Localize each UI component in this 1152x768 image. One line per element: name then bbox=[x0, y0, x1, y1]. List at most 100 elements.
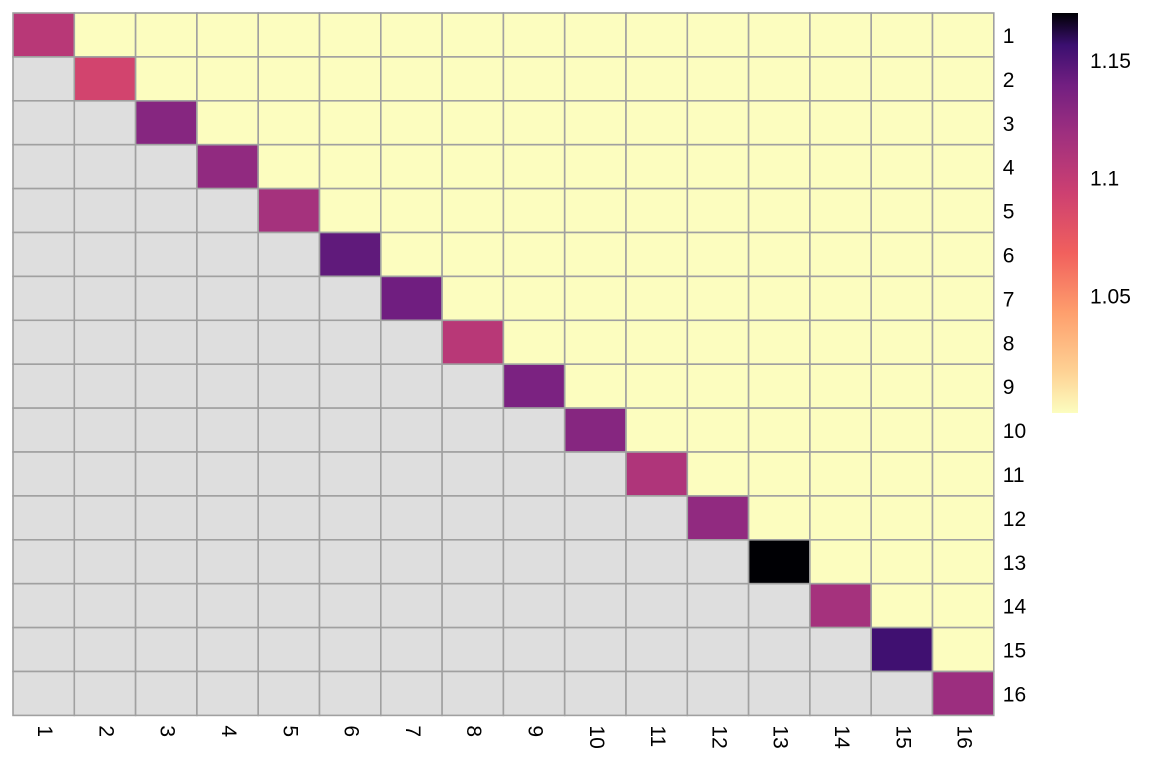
heatmap-cell-empty bbox=[257, 407, 321, 453]
heatmap-cell-upper bbox=[870, 143, 934, 190]
heatmap-cell-upper bbox=[870, 495, 934, 541]
heatmap-cell-upper bbox=[870, 12, 934, 58]
heatmap-cell-upper bbox=[625, 100, 689, 146]
heatmap-cell-upper bbox=[625, 407, 689, 453]
heatmap-cell-empty bbox=[502, 626, 566, 673]
heatmap-cell-diagonal bbox=[196, 143, 259, 190]
column-label: 1 bbox=[33, 725, 56, 737]
column-label: 16 bbox=[953, 725, 976, 748]
heatmap-cell-upper bbox=[747, 12, 811, 58]
heatmap-cell-upper bbox=[441, 187, 505, 234]
heatmap-cell-empty bbox=[686, 670, 750, 717]
heatmap-cell-upper bbox=[563, 12, 627, 58]
heatmap-cell-empty bbox=[747, 670, 811, 717]
heatmap-cell-empty bbox=[73, 187, 137, 234]
heatmap-cell-empty bbox=[318, 363, 382, 409]
heatmap-cell-upper bbox=[809, 495, 873, 541]
heatmap-cell-upper bbox=[196, 100, 259, 146]
heatmap-cell-upper bbox=[257, 12, 321, 58]
heatmap-cell-upper bbox=[870, 231, 934, 278]
row-label: 11 bbox=[1003, 464, 1025, 487]
heatmap-cell-empty bbox=[563, 495, 627, 541]
heatmap-cell-upper bbox=[73, 12, 137, 58]
heatmap-cell-upper bbox=[747, 319, 811, 365]
heatmap-cell-upper bbox=[870, 538, 934, 585]
heatmap-cell-empty bbox=[379, 670, 443, 717]
heatmap-cell-empty bbox=[134, 626, 198, 673]
heatmap-cell-empty bbox=[625, 626, 689, 673]
heatmap-cell-upper bbox=[931, 582, 995, 629]
heatmap-cell-upper bbox=[379, 12, 443, 58]
heatmap-cell-upper bbox=[502, 100, 566, 146]
column-label: 14 bbox=[830, 725, 853, 749]
heatmap-cell-upper bbox=[747, 451, 811, 497]
heatmap-cell-empty bbox=[196, 538, 259, 585]
heatmap-cell-upper bbox=[931, 495, 995, 541]
heatmap-cell-empty bbox=[196, 319, 259, 365]
heatmap-cell-empty bbox=[625, 495, 689, 541]
row-label: 16 bbox=[1003, 683, 1026, 706]
heatmap-cell-empty bbox=[379, 451, 443, 497]
heatmap-cell-empty bbox=[73, 100, 137, 146]
heatmap-cell-empty bbox=[134, 495, 198, 541]
heatmap-cell-empty bbox=[441, 670, 505, 717]
heatmap-cell-empty bbox=[257, 319, 321, 365]
row-label: 5 bbox=[1003, 201, 1015, 224]
heatmap-cell-upper bbox=[379, 100, 443, 146]
heatmap-cell-empty bbox=[73, 626, 137, 673]
heatmap-cell-empty bbox=[257, 275, 321, 322]
heatmap-cell-empty bbox=[73, 670, 137, 717]
heatmap-cell-upper bbox=[809, 363, 873, 409]
heatmap-cell-empty bbox=[625, 582, 689, 629]
heatmap-cell-empty bbox=[318, 451, 382, 497]
heatmap-cell-empty bbox=[73, 319, 137, 365]
heatmap-cell-upper bbox=[686, 143, 750, 190]
heatmap-cell-empty bbox=[318, 538, 382, 585]
heatmap-cell-upper bbox=[502, 12, 566, 58]
heatmap-cell-diagonal bbox=[73, 56, 137, 102]
heatmap-cell-upper bbox=[809, 231, 873, 278]
heatmap-cell-upper bbox=[318, 100, 382, 146]
heatmap-cell-upper bbox=[563, 100, 627, 146]
heatmap-cell-empty bbox=[686, 582, 750, 629]
heatmap-cell-upper bbox=[809, 12, 873, 58]
row-label: 3 bbox=[1003, 113, 1015, 136]
heatmap-cell-upper bbox=[625, 363, 689, 409]
heatmap-cell-upper bbox=[747, 231, 811, 278]
heatmap-cell-upper bbox=[931, 319, 995, 365]
heatmap-cell-empty bbox=[12, 143, 76, 190]
heatmap-cell-upper bbox=[931, 187, 995, 234]
heatmap-cell-upper bbox=[502, 56, 566, 102]
heatmap-cell-upper bbox=[441, 143, 505, 190]
heatmap-cell-empty bbox=[318, 626, 382, 673]
heatmap-cell-upper bbox=[747, 56, 811, 102]
heatmap-cell-upper bbox=[931, 56, 995, 102]
heatmap-cell-empty bbox=[563, 451, 627, 497]
heatmap-cell-empty bbox=[502, 582, 566, 629]
heatmap-cell-diagonal bbox=[441, 319, 505, 365]
heatmap-cell-upper bbox=[686, 363, 750, 409]
heatmap-cell-upper bbox=[625, 187, 689, 234]
row-label: 6 bbox=[1003, 244, 1015, 267]
column-label: 6 bbox=[340, 725, 363, 737]
heatmap-cell-upper bbox=[809, 451, 873, 497]
heatmap-cell-empty bbox=[257, 451, 321, 497]
heatmap-cell-upper bbox=[686, 231, 750, 278]
heatmap-cell-upper bbox=[870, 407, 934, 453]
heatmap-cell-empty bbox=[441, 363, 505, 409]
heatmap-cell-upper bbox=[931, 363, 995, 409]
heatmap-cell-upper bbox=[747, 495, 811, 541]
heatmap-cell-diagonal bbox=[870, 626, 934, 673]
heatmap-cell-diagonal bbox=[563, 407, 627, 453]
heatmap-cell-empty bbox=[196, 187, 259, 234]
heatmap-cell-empty bbox=[134, 231, 198, 278]
heatmap-cell-upper bbox=[625, 231, 689, 278]
heatmap-cell-empty bbox=[134, 275, 198, 322]
heatmap-cell-upper bbox=[441, 12, 505, 58]
heatmap-cell-diagonal bbox=[931, 670, 995, 717]
heatmap-cell-upper bbox=[625, 56, 689, 102]
column-label: 9 bbox=[524, 725, 547, 737]
heatmap-cell-upper bbox=[318, 56, 382, 102]
heatmap-cell-upper bbox=[686, 451, 750, 497]
heatmap-cell-upper bbox=[502, 275, 566, 322]
